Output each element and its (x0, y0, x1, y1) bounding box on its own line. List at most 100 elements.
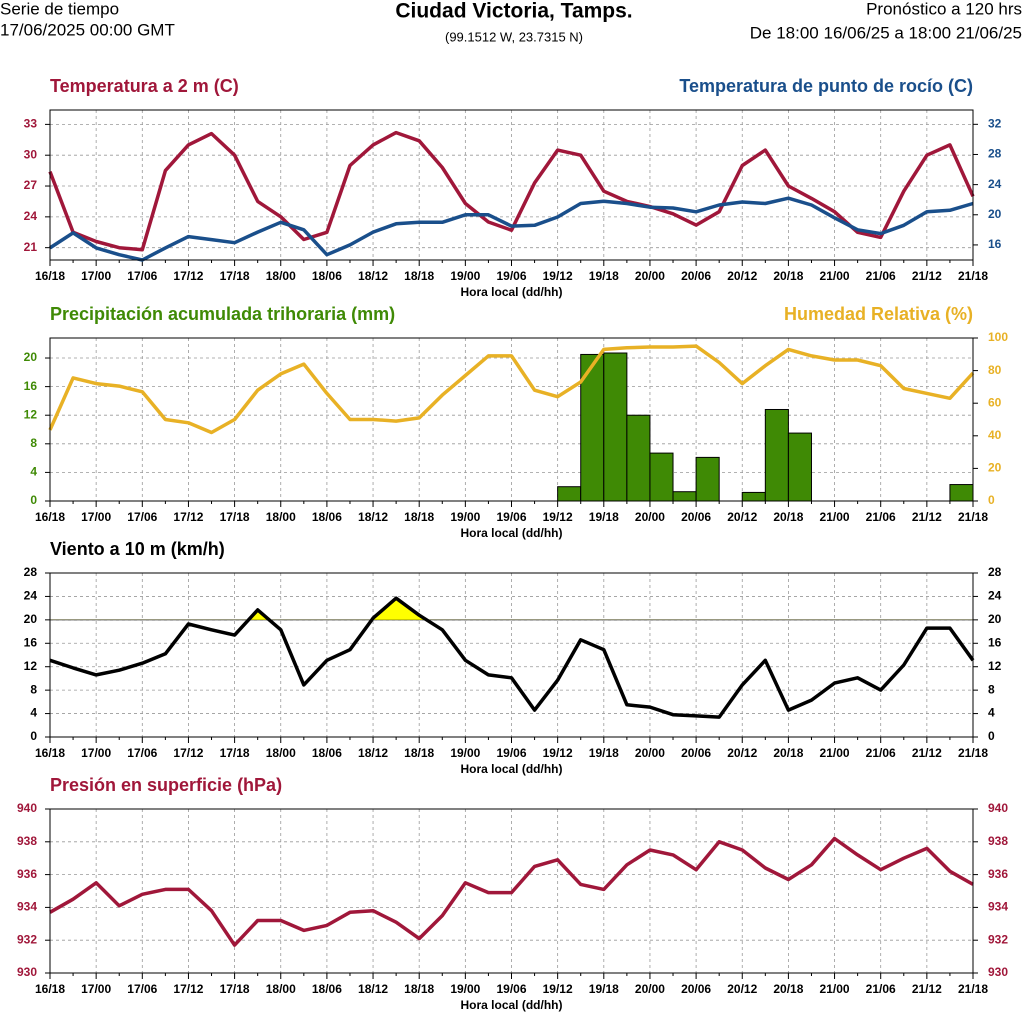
x-tick-label: 18/00 (266, 510, 296, 524)
y-tick-label: 33 (24, 117, 38, 131)
y-tick-label: 930 (17, 965, 37, 979)
x-tick-label: 19/18 (589, 510, 619, 524)
line (48, 344, 975, 435)
bar (626, 414, 651, 502)
x-tick-label: 18/18 (404, 510, 434, 524)
x-tick-label: 18/06 (312, 982, 342, 996)
y-tick-label: 24 (24, 209, 38, 223)
x-tick-label: 21/12 (912, 982, 942, 996)
x-tick-label: 19/18 (589, 746, 619, 760)
x-tick-label: 21/18 (958, 269, 988, 283)
x-tick-label: 19/12 (543, 269, 573, 283)
bar (649, 452, 674, 502)
x-tick-label: 21/18 (958, 746, 988, 760)
header-left-title: Serie de tiempo (0, 0, 119, 18)
x-tick-label: 21/00 (820, 510, 850, 524)
x-tick-label: 18/06 (312, 746, 342, 760)
y2-tick-label: 932 (988, 932, 1008, 946)
y-tick-label: 12 (24, 659, 38, 673)
y2-tick-label: 940 (988, 801, 1008, 815)
y-tick-label: 24 (24, 589, 38, 603)
y2-tick-label: 60 (988, 395, 1002, 409)
x-tick-label: 19/06 (496, 510, 526, 524)
y-tick-label: 4 (30, 465, 37, 479)
x-tick-label: 18/06 (312, 510, 342, 524)
x-tick-label: 17/12 (173, 269, 203, 283)
x-tick-label: 17/18 (220, 982, 250, 996)
x-axis-label: Hora local (dd/hh) (461, 762, 563, 776)
x-tick-label: 19/00 (450, 746, 480, 760)
line (49, 196, 974, 262)
x-tick-label: 19/00 (450, 269, 480, 283)
x-tick-label: 21/12 (912, 746, 942, 760)
y2-tick-label: 20 (988, 207, 1002, 221)
x-tick-label: 17/12 (173, 746, 203, 760)
x-tick-label: 18/12 (358, 746, 388, 760)
x-tick-label: 21/06 (866, 982, 896, 996)
panel-title: Temperatura a 2 m (C) (50, 76, 239, 96)
y-tick-label: 28 (24, 565, 38, 579)
y2-tick-label: 20 (988, 461, 1002, 475)
x-tick-label: 20/18 (773, 982, 803, 996)
x-tick-label: 17/06 (127, 982, 157, 996)
x-tick-label: 16/18 (35, 510, 65, 524)
y2-tick-label: 938 (988, 834, 1008, 848)
y2-tick-label: 20 (988, 612, 1002, 626)
line (49, 836, 974, 947)
y2-tick-label: 40 (988, 428, 1002, 442)
y-tick-label: 936 (17, 867, 37, 881)
y-tick-label: 20 (24, 350, 38, 364)
y2-tick-label: 28 (988, 147, 1002, 161)
x-tick-label: 21/00 (820, 269, 850, 283)
x-tick-label: 21/06 (866, 746, 896, 760)
x-tick-label: 19/12 (543, 510, 573, 524)
panel-title: Temperatura de punto de rocío (C) (679, 76, 973, 96)
y-tick-label: 0 (30, 493, 37, 507)
x-tick-label: 20/12 (727, 269, 757, 283)
panel-title: Precipitación acumulada trihoraria (mm) (50, 304, 395, 324)
plot-frame (49, 572, 974, 738)
x-tick-label: 20/00 (635, 746, 665, 760)
x-tick-label: 18/00 (266, 982, 296, 996)
y-tick-label: 30 (24, 147, 38, 161)
x-tick-label: 16/18 (35, 982, 65, 996)
bar (741, 491, 766, 502)
bar (695, 456, 720, 502)
x-tick-label: 18/00 (266, 269, 296, 283)
y-tick-label: 20 (24, 612, 38, 626)
y2-tick-label: 16 (988, 237, 1002, 251)
x-tick-label: 21/00 (820, 982, 850, 996)
y-tick-label: 4 (30, 706, 37, 720)
y-tick-label: 16 (24, 379, 38, 393)
panel-title: Viento a 10 m (km/h) (50, 539, 225, 559)
plot-frame (49, 337, 974, 502)
y-tick-label: 12 (24, 407, 38, 421)
y-tick-label: 934 (17, 900, 37, 914)
y2-tick-label: 0 (988, 729, 995, 743)
x-tick-label: 19/00 (450, 982, 480, 996)
y2-tick-label: 12 (988, 659, 1002, 673)
y2-tick-label: 32 (988, 116, 1002, 130)
line (48, 130, 975, 252)
plot-frame (49, 808, 974, 974)
x-tick-label: 20/00 (635, 982, 665, 996)
y-tick-label: 16 (24, 635, 38, 649)
x-tick-label: 20/18 (773, 269, 803, 283)
x-tick-label: 20/06 (681, 982, 711, 996)
y-tick-label: 0 (30, 729, 37, 743)
x-tick-label: 19/18 (589, 982, 619, 996)
x-tick-label: 21/12 (912, 269, 942, 283)
x-tick-label: 20/06 (681, 746, 711, 760)
y-tick-label: 940 (17, 801, 37, 815)
y2-tick-label: 16 (988, 635, 1002, 649)
bar (949, 484, 974, 502)
y-tick-label: 8 (30, 436, 37, 450)
x-tick-label: 21/18 (958, 510, 988, 524)
x-tick-label: 17/12 (173, 982, 203, 996)
x-tick-label: 19/12 (543, 982, 573, 996)
x-tick-label: 17/12 (173, 510, 203, 524)
y2-tick-label: 0 (988, 493, 995, 507)
x-tick-label: 20/12 (727, 746, 757, 760)
x-tick-label: 17/18 (220, 269, 250, 283)
x-tick-label: 17/06 (127, 510, 157, 524)
